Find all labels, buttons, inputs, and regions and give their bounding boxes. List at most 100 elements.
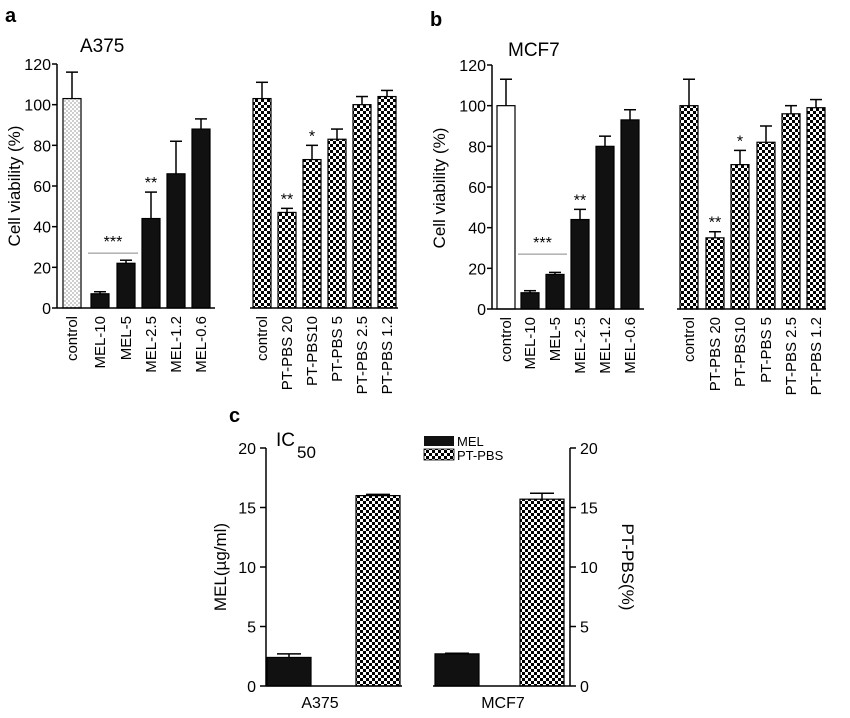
- chart-c-bar-mel: [434, 653, 480, 687]
- chart-c-title: IC50: [276, 430, 316, 462]
- chart-b-y-tick-label: 40: [468, 221, 486, 238]
- chart-b-category-label: PT-PBS10: [732, 317, 749, 387]
- chart-a-bar: [116, 262, 136, 309]
- chart-a-y-tick-label: 40: [33, 220, 51, 237]
- chart-b: 0 20 40 60 80 100 120 control MEL-10 MEL-5 MEL-2.5…: [459, 58, 826, 395]
- chart-c-left-tick-label: 0: [247, 679, 256, 696]
- chart-b-bar: [496, 105, 516, 310]
- chart-c-right-tick-label: 15: [580, 501, 598, 518]
- chart-a-category-label: MEL-0.6: [193, 316, 210, 373]
- chart-b-y-tick-label: 100: [459, 99, 486, 116]
- chart-a-y-tick-label: 20: [33, 260, 51, 277]
- chart-a-category-label: control: [254, 316, 271, 361]
- legend-swatch-pt-pbs: [423, 448, 455, 461]
- chart-b-bar: [756, 141, 776, 310]
- chart-a-category-label: PT-PBS 1.2: [379, 316, 396, 394]
- chart-a-category-label: PT-PBS 5: [329, 316, 346, 382]
- chart-a-category-label: PT-PBS10: [304, 316, 321, 386]
- chart-b-category-label: control: [498, 317, 515, 362]
- chart-a-category-label: PT-PBS 20: [279, 316, 296, 390]
- chart-b-bar: [730, 164, 750, 310]
- chart-a-y-tick-label: 120: [24, 57, 51, 74]
- chart-b-category-label: MEL-5: [547, 317, 564, 361]
- chart-a-category-label: MEL-1.2: [168, 316, 185, 373]
- chart-c-category-label: MCF7: [481, 695, 525, 712]
- chart-a-ylabel: Cell viability (%): [5, 126, 24, 247]
- chart-a-bar: [166, 173, 186, 309]
- chart-a-y-tick-label: 100: [24, 98, 51, 115]
- chart-a-bar: [141, 217, 161, 309]
- chart-c-bar-mel: [266, 656, 312, 687]
- chart-c: 0 0 5 5 10 10 15 15 20 20 A375 MCF7: [238, 441, 598, 712]
- chart-a-category-label: MEL-5: [118, 316, 135, 360]
- chart-a-bar: [252, 97, 272, 309]
- chart-a-significance-label: *: [309, 128, 315, 145]
- chart-c-right-tick-label: 5: [580, 620, 589, 637]
- chart-b-bar: [570, 218, 590, 310]
- chart-c-left-tick-label: 5: [247, 620, 256, 637]
- chart-b-category-label: MEL-10: [522, 317, 539, 370]
- chart-a-bracket-label: ***: [104, 234, 123, 251]
- chart-a: 0 20 40 60 80 100 120 control MEL-10 MEL-5 MEL-2.5…: [24, 57, 398, 394]
- chart-a-significance-label: **: [281, 191, 293, 208]
- chart-a-bar: [90, 293, 110, 309]
- legend-swatch-mel: [424, 436, 454, 446]
- chart-a-bar: [277, 211, 297, 309]
- chart-c-left-tick-label: 15: [238, 501, 256, 518]
- chart-b-category-label: PT-PBS 2.5: [783, 317, 800, 395]
- panel-label-a: a: [5, 5, 17, 27]
- chart-a-bar: [62, 97, 82, 309]
- chart-a-bar: [327, 138, 347, 309]
- chart-a-significance-label: **: [145, 175, 157, 192]
- chart-b-category-label: PT-PBS 20: [707, 317, 724, 391]
- chart-a-bar: [302, 158, 322, 309]
- chart-c-bar-pt-pbs: [519, 498, 565, 687]
- chart-b-bracket-label: ***: [533, 235, 552, 252]
- chart-b-bar: [620, 119, 640, 310]
- chart-a-category-label: control: [64, 316, 81, 361]
- chart-b-y-tick-label: 0: [477, 302, 486, 319]
- chart-b-bar: [520, 292, 540, 310]
- chart-b-significance-label: *: [737, 133, 743, 150]
- chart-b-category-label: control: [681, 317, 698, 362]
- chart-a-category-label: PT-PBS 2.5: [354, 316, 371, 394]
- panel-label-c: c: [229, 405, 240, 427]
- chart-a-category-label: MEL-2.5: [143, 316, 160, 373]
- chart-a-category-label: MEL-10: [92, 316, 109, 369]
- chart-c-left-tick-label: 10: [238, 560, 256, 577]
- chart-c-ylabel-left: MEL(µg/ml): [211, 523, 230, 611]
- chart-a-title: A375: [80, 36, 124, 57]
- chart-c-title-main: IC: [276, 430, 295, 451]
- legend-label-pt-pbs: PT-PBS: [457, 448, 504, 463]
- chart-b-category-label: PT-PBS 1.2: [808, 317, 825, 395]
- chart-c-category-label: A375: [301, 695, 338, 712]
- chart-a-y-tick-label: 80: [33, 138, 51, 155]
- chart-c-bar-pt-pbs: [355, 495, 401, 687]
- chart-b-significance-label: **: [709, 215, 721, 232]
- chart-c-left-tick-label: 20: [238, 441, 256, 458]
- chart-b-category-label: MEL-0.6: [622, 317, 639, 374]
- chart-c-right-tick-label: 20: [580, 441, 598, 458]
- chart-b-bar: [781, 113, 801, 310]
- chart-b-title: MCF7: [508, 40, 560, 61]
- chart-c-right-tick-label: 10: [580, 560, 598, 577]
- chart-b-bar: [545, 273, 565, 310]
- legend-label-mel: MEL: [457, 434, 484, 449]
- chart-c-right-tick-label: 0: [580, 679, 589, 696]
- chart-c-ylabel-right: PT-PBS(%): [618, 524, 637, 611]
- chart-b-significance-label: **: [574, 192, 586, 209]
- chart-a-y-tick-label: 0: [42, 301, 51, 318]
- chart-b-category-label: MEL-2.5: [572, 317, 589, 374]
- chart-b-category-label: PT-PBS 5: [758, 317, 775, 383]
- chart-b-bar: [595, 145, 615, 310]
- panel-label-b: b: [430, 9, 442, 31]
- chart-b-bar: [806, 107, 826, 310]
- chart-b-category-label: MEL-1.2: [597, 317, 614, 374]
- chart-b-y-tick-label: 60: [468, 180, 486, 197]
- chart-c-title-sub: 50: [297, 443, 316, 462]
- chart-a-y-tick-label: 60: [33, 179, 51, 196]
- chart-b-bar: [705, 237, 725, 310]
- chart-a-bar: [191, 128, 211, 309]
